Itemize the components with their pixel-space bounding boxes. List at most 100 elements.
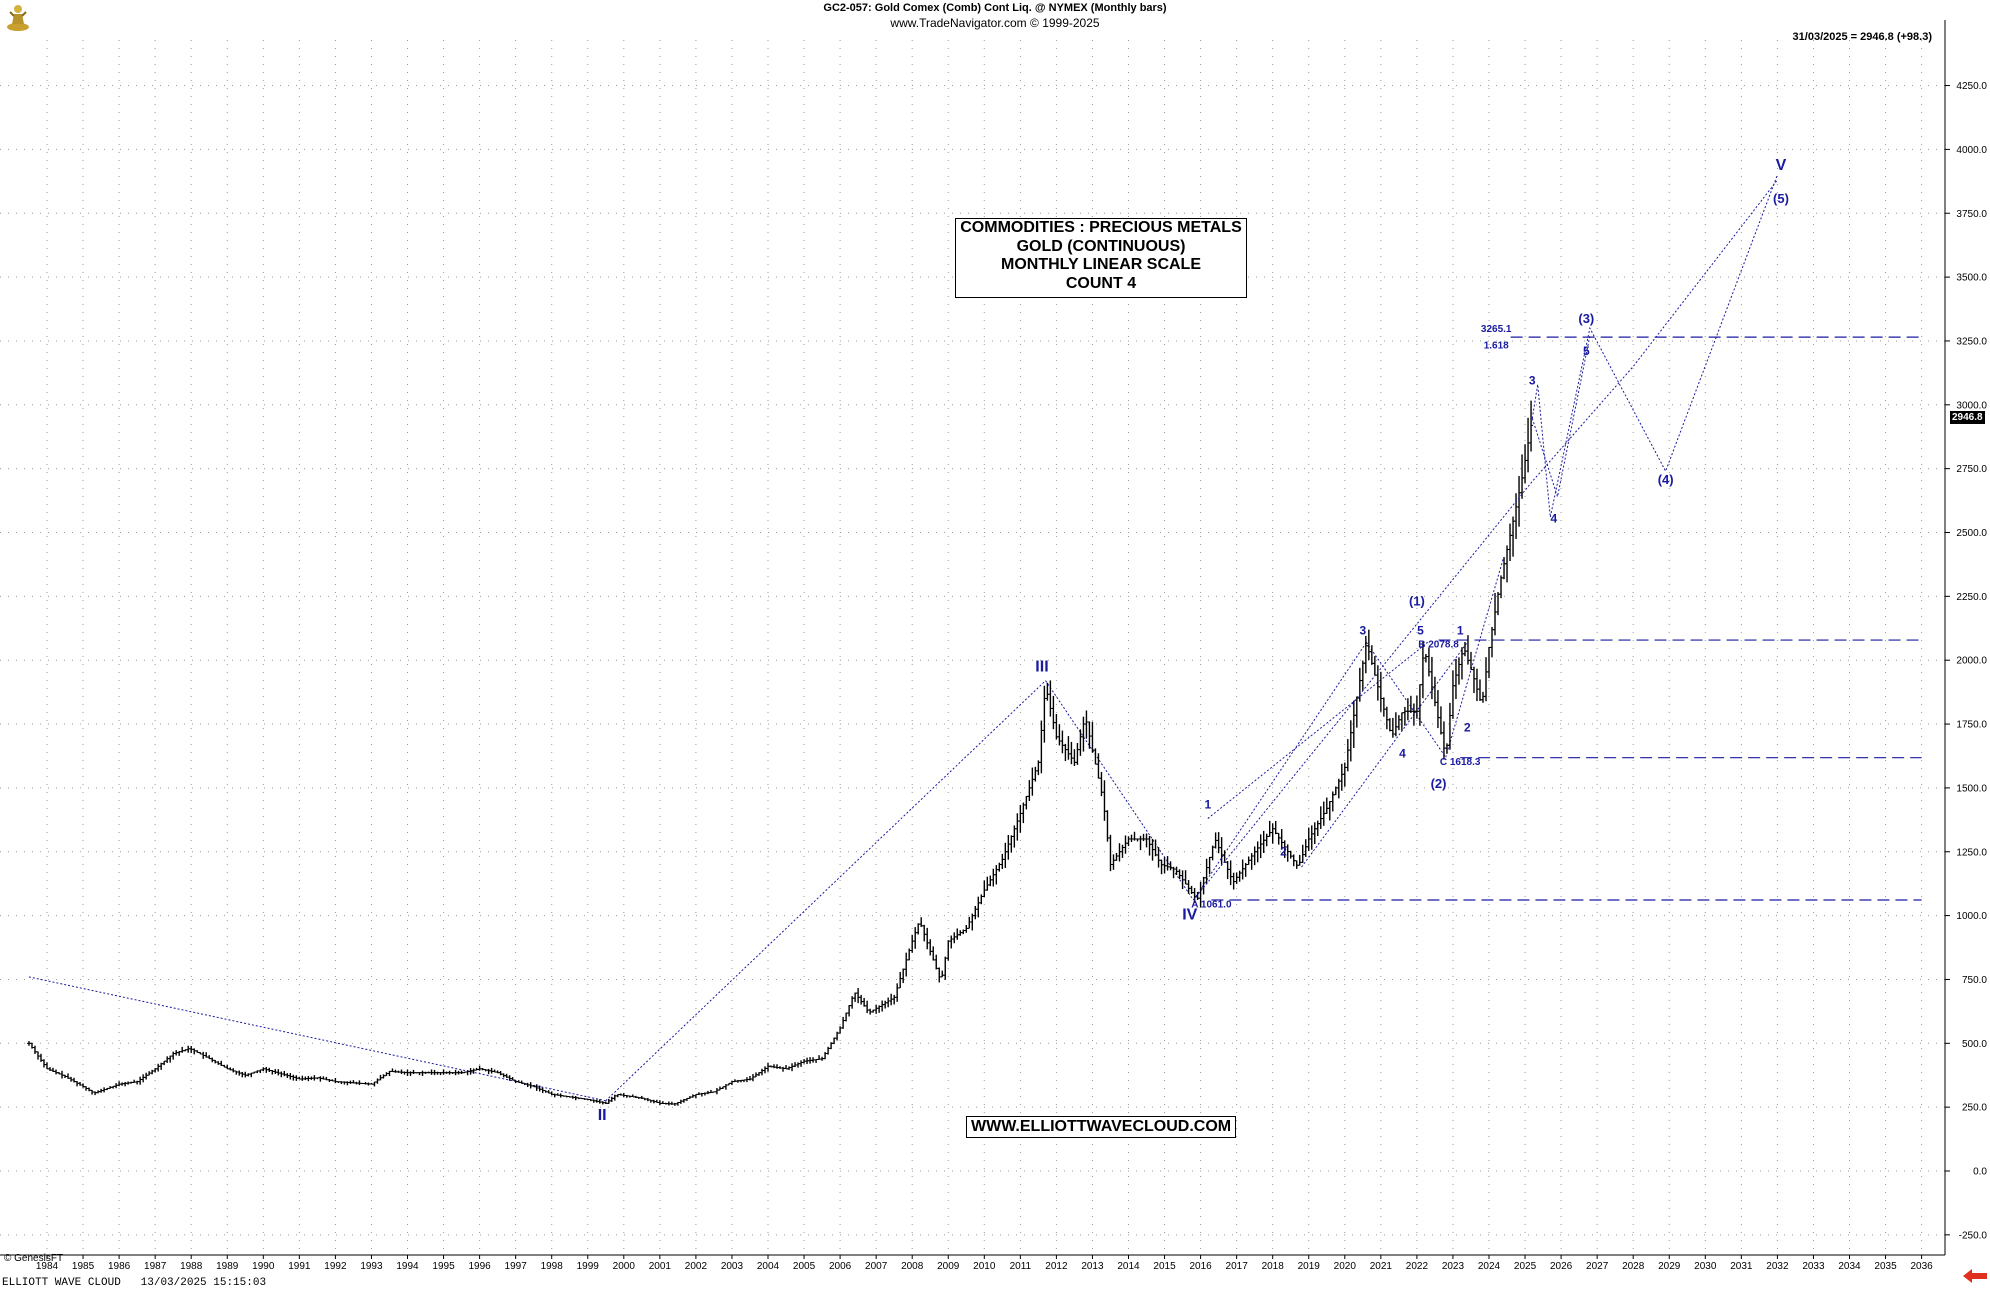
y-tick-label: 3250.0: [1956, 336, 1987, 347]
x-axis: 1984 1985 1986 1987 1988 1989 1990 1991 1992 1993…: [0, 1254, 1945, 1272]
x-tick-label: 2026: [1550, 1261, 1573, 1272]
x-tick-label: 2017: [1226, 1261, 1249, 1272]
y-tick-label: 2250.0: [1956, 592, 1987, 603]
trader-figure-icon[interactable]: [4, 2, 32, 32]
x-tick-label: 2003: [721, 1261, 744, 1272]
y-axis: -250.0 0.0 250.0 500.0 750.0 1000.0 1250.0 1500…: [1944, 20, 1988, 1255]
x-tick-label: 2025: [1514, 1261, 1537, 1272]
y-tick-label: 0.0: [1973, 1167, 1987, 1178]
wave-label: V: [1776, 157, 1787, 174]
wave-label: 4: [1551, 511, 1558, 525]
x-tick-label: 1992: [324, 1261, 347, 1272]
genesis-credit: © GenesisFT: [4, 1253, 64, 1264]
x-tick-label: 1995: [432, 1261, 455, 1272]
info-line-3: MONTHLY LINEAR SCALE: [1000, 256, 1201, 273]
x-tick-label: 1990: [252, 1261, 275, 1272]
x-tick-label: 2035: [1874, 1261, 1897, 1272]
chart-copyright: www.TradeNavigator.com © 1999-2025: [890, 16, 1100, 30]
x-tick-label: 2011: [1010, 1261, 1032, 1272]
y-tick-label: 1750.0: [1956, 720, 1987, 731]
wave-label: IV: [1182, 906, 1197, 923]
y-tick-label: 4000.0: [1956, 145, 1987, 156]
x-tick-label: 1999: [577, 1261, 600, 1272]
x-tick-label: 2013: [1081, 1261, 1104, 1272]
x-tick-label: 1988: [180, 1261, 203, 1272]
wave-label: 3: [1529, 373, 1536, 387]
info-line-2: GOLD (CONTINUOUS): [1016, 237, 1186, 255]
last-price-tag: 2946.8: [1950, 411, 1985, 424]
info-line-4: COUNT 4: [1065, 274, 1137, 292]
x-tick-label: 2000: [613, 1261, 636, 1272]
wave-label: (4): [1658, 472, 1674, 487]
wave-label: 3265.1: [1481, 324, 1512, 335]
horizontal-levels: [1211, 336, 1922, 901]
trend-line: [1207, 641, 1429, 819]
footer-stamp: ELLIOTT WAVE CLOUD 13/03/2025 15:15:03: [2, 1277, 266, 1289]
trend-lines: [28, 557, 1504, 1102]
y-tick-label: 750.0: [1962, 975, 1987, 986]
x-tick-label: 2002: [685, 1261, 708, 1272]
x-tick-label: 2024: [1478, 1261, 1501, 1272]
x-tick-label: 2033: [1802, 1261, 1825, 1272]
x-tick-label: 2023: [1442, 1261, 1465, 1272]
x-tick-label: 2008: [901, 1261, 924, 1272]
x-tick-label: 2005: [793, 1261, 816, 1272]
x-tick-label: 2021: [1370, 1261, 1393, 1272]
x-tick-label: 2030: [1694, 1261, 1717, 1272]
x-tick-label: 2014: [1117, 1261, 1140, 1272]
x-tick-label: 2032: [1766, 1261, 1789, 1272]
y-tick-label: 3000.0: [1956, 400, 1987, 411]
x-tick-label: 2019: [1298, 1261, 1321, 1272]
wave-label: A 1061.0: [1191, 899, 1232, 910]
wave-label: 2: [1280, 845, 1287, 859]
x-tick-label: 2028: [1622, 1261, 1645, 1272]
x-tick-label: 2027: [1586, 1261, 1609, 1272]
wave-label: B 2078.8: [1418, 639, 1459, 650]
x-tick-label: 1985: [72, 1261, 95, 1272]
x-tick-label: 1984: [36, 1261, 59, 1272]
x-tick-label: 2001: [649, 1261, 672, 1272]
x-tick-label: 2016: [1189, 1261, 1212, 1272]
y-tick-label: 500.0: [1962, 1039, 1987, 1050]
price-bars: [26, 400, 1534, 1106]
footer-timestamp: 13/03/2025 15:15:03: [140, 1277, 267, 1289]
wave-label: 3: [1359, 624, 1366, 638]
last-bar-readout: 31/03/2025 = 2946.8 (+98.3): [1792, 31, 1932, 43]
x-tick-label: 2006: [829, 1261, 852, 1272]
x-tick-label: 2029: [1658, 1261, 1681, 1272]
trend-line: [605, 680, 1046, 1102]
x-tick-label: 2010: [973, 1261, 996, 1272]
x-tick-label: 2031: [1730, 1261, 1753, 1272]
projection-paths: [1193, 174, 1778, 901]
projection-path: [1531, 174, 1778, 518]
trend-line: [1301, 642, 1468, 868]
y-tick-label: 2000.0: [1956, 656, 1987, 667]
x-tick-label: 1986: [108, 1261, 131, 1272]
y-tick-label: 2750.0: [1956, 464, 1987, 475]
wave-label: (5): [1773, 191, 1789, 206]
trend-line: [1045, 680, 1194, 901]
x-tick-label: 1991: [288, 1261, 311, 1272]
info-line-1: COMMODITIES : PRECIOUS METALS: [960, 219, 1242, 236]
wave-label: (3): [1578, 311, 1594, 326]
y-tick-label: -250.0: [1959, 1230, 1988, 1241]
wave-label: 4: [1399, 746, 1406, 760]
x-tick-label: 2012: [1045, 1261, 1068, 1272]
x-tick-label: 1996: [468, 1261, 491, 1272]
x-tick-label: 1993: [360, 1261, 383, 1272]
x-tick-label: 2004: [757, 1261, 780, 1272]
x-tick-label: 2007: [865, 1261, 888, 1272]
x-tick-label: 1994: [396, 1261, 419, 1272]
x-tick-label: 2018: [1262, 1261, 1285, 1272]
wave-label: III: [1035, 659, 1048, 676]
x-tick-label: 1987: [144, 1261, 167, 1272]
y-tick-label: 1250.0: [1956, 847, 1987, 858]
wave-annotations: IIIIIIVV12345(1)(2)12345(3)(4)(5)3265.11…: [598, 157, 1789, 1124]
red-left-arrow-icon[interactable]: [1962, 1268, 1988, 1284]
y-tick-label: 3750.0: [1956, 209, 1987, 220]
wave-label: 1.618: [1484, 341, 1509, 352]
trend-line: [1366, 642, 1447, 758]
x-tick-label: 2015: [1153, 1261, 1176, 1272]
